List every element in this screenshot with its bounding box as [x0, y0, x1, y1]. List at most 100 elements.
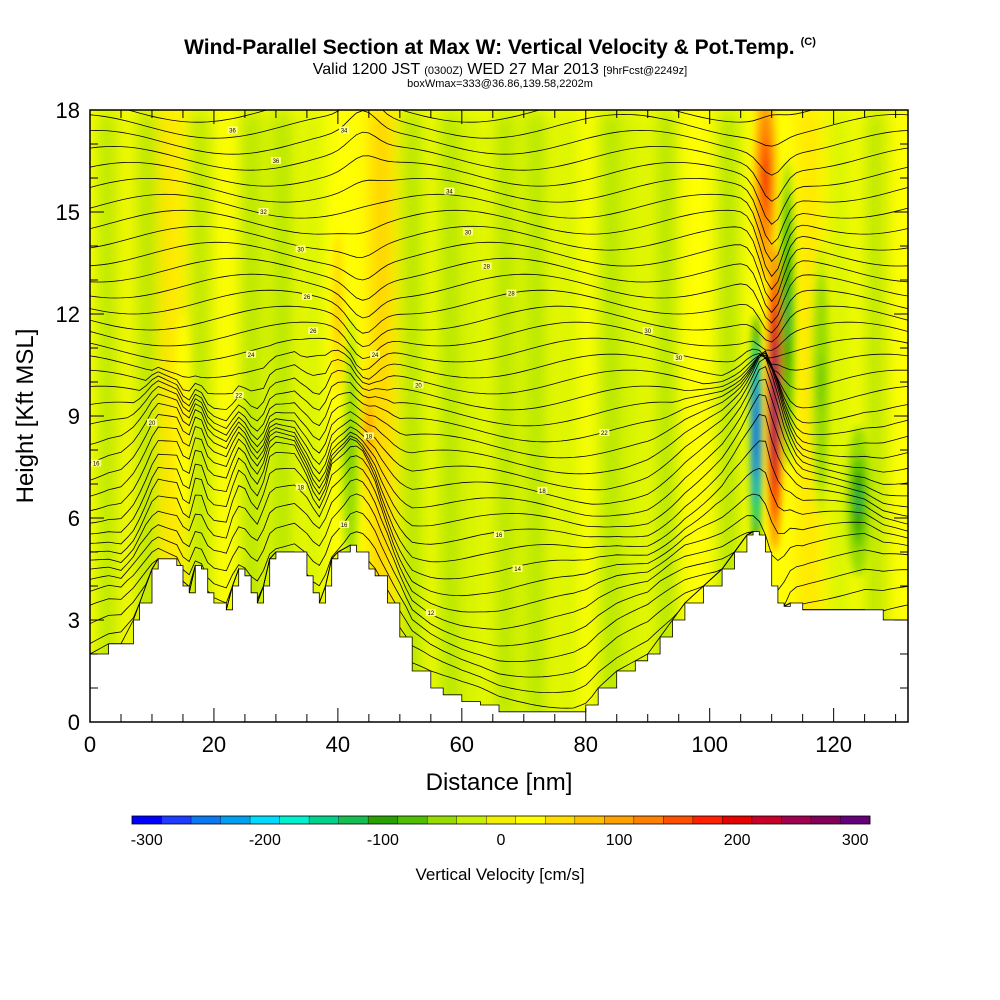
- contour-label-bg: [425, 609, 436, 617]
- theta-contour-line: [90, 209, 908, 278]
- theta-contour-line: [90, 465, 908, 597]
- forecast-info: [9hrFcst@2249z]: [603, 65, 688, 77]
- contour-label: 16: [496, 533, 503, 539]
- contour-label: 26: [304, 295, 311, 301]
- velocity-band: [829, 110, 850, 722]
- colorbar-swatch: [309, 816, 339, 824]
- downdraft-core: [348, 422, 353, 478]
- theta-contour-line: [90, 440, 908, 563]
- colorbar-tick-label: 100: [606, 832, 633, 849]
- contour-label: 28: [483, 264, 490, 270]
- terrain-mask: [90, 531, 908, 722]
- velocity-band: [303, 110, 324, 722]
- downdraft-core: [754, 409, 758, 457]
- colorbar-swatch: [486, 816, 517, 824]
- contour-label: 28: [508, 292, 515, 298]
- chart-title: Wind-Parallel Section at Max W: Vertical…: [0, 36, 1000, 60]
- colorbar-tick-label: 200: [724, 832, 751, 849]
- y-tick-label: 18: [56, 98, 80, 123]
- contour-label-bg: [642, 327, 653, 334]
- y-tick-label: 0: [68, 710, 80, 735]
- contour-label-bg: [506, 289, 517, 297]
- colorbar-tick-label: 0: [497, 832, 506, 849]
- valid-time: Valid 1200 JST: [312, 61, 420, 78]
- colorbar-tick-label: -100: [367, 832, 399, 849]
- theta-contour-line: [90, 257, 908, 314]
- colorbar-swatch: [191, 816, 221, 824]
- velocity-band: [439, 110, 460, 722]
- x-tick-label: 80: [574, 732, 598, 757]
- velocity-band: [402, 110, 423, 722]
- theta-contour-line: [90, 349, 908, 380]
- plot-field: 36 34 36 34 32 30 30 28 26 28 26 30 24 24 30 22 20 20 18 22…: [90, 110, 908, 722]
- theta-contour-line: [90, 241, 908, 303]
- contour-label-bg: [512, 565, 523, 572]
- contour-label-bg: [413, 381, 424, 389]
- updraft-core: [763, 157, 768, 199]
- colorbar-tick-label: -200: [249, 832, 281, 849]
- y-tick-label: 15: [56, 200, 80, 225]
- contour-label: 18: [297, 485, 304, 491]
- chart-subtitle: Valid 1200 JST (0300Z) WED 27 Mar 2013 […: [0, 61, 1000, 79]
- contour-label: 22: [235, 394, 242, 400]
- contour-label: 34: [341, 128, 348, 134]
- updraft-core: [336, 286, 340, 342]
- theta-contour-line: [90, 110, 908, 147]
- theta-contour-line: [90, 193, 908, 263]
- theta-contour-line: [90, 352, 908, 427]
- colorbar-frame: [131, 815, 871, 825]
- colorbar-swatch: [633, 816, 664, 824]
- contour-label: 30: [675, 356, 682, 362]
- theta-contour-line: [90, 357, 908, 491]
- contour-label-bg: [363, 432, 374, 440]
- colorbar-tick-label: 300: [842, 832, 869, 849]
- colorbar-tick-label: -300: [131, 832, 163, 849]
- velocity-band: [135, 110, 156, 722]
- colorbar-swatch: [810, 816, 841, 824]
- contour-label-bg: [295, 245, 306, 253]
- contour-label: 26: [310, 329, 317, 335]
- theta-contour-line: [90, 178, 908, 245]
- y-tick-label: 12: [56, 302, 80, 327]
- contour-label-bg: [481, 262, 492, 270]
- contour-label: 22: [601, 431, 608, 437]
- downdraft-core: [785, 283, 789, 345]
- contour-label: 12: [427, 611, 434, 617]
- downdraft-core: [819, 354, 824, 410]
- velocity-band: [656, 110, 677, 722]
- colorbar-swatch: [338, 816, 369, 824]
- contour-label-bg: [308, 327, 319, 334]
- theta-contour-line: [90, 455, 908, 580]
- velocity-band: [687, 110, 708, 722]
- valid-date: WED 27 Mar 2013: [467, 61, 599, 78]
- contour-label: 20: [415, 383, 422, 389]
- contour-label: 14: [514, 567, 521, 573]
- theta-contour-line: [90, 305, 908, 348]
- contour-label-bg: [444, 187, 455, 195]
- contour-label-bg: [599, 429, 610, 436]
- contour-label: 34: [446, 190, 453, 196]
- x-axis: 0 20 40 60 80 100 120: [84, 110, 897, 757]
- colorbar-swatch: [781, 816, 812, 824]
- colorbar-swatch: [574, 816, 605, 824]
- contour-label: 30: [644, 329, 651, 335]
- valid-utc: (0300Z): [424, 65, 463, 77]
- contour-label: 36: [273, 159, 280, 165]
- theta-contour-line: [90, 378, 908, 517]
- contour-label-bg: [673, 354, 684, 362]
- colorbar-swatch: [751, 816, 782, 824]
- updraft-core: [773, 368, 777, 430]
- x-axis-title: Distance [nm]: [426, 769, 573, 796]
- theta-contour-line: [90, 110, 908, 176]
- downdraft-core: [855, 486, 861, 516]
- velocity-cores: [175, 110, 871, 586]
- copyright-mark: (C): [800, 36, 816, 48]
- y-axis-title: Height [Kft MSL]: [12, 329, 39, 504]
- contour-label: 20: [149, 421, 156, 427]
- theta-contour-line: [90, 289, 908, 334]
- contour-label: 24: [372, 353, 379, 359]
- contour-label-bg: [301, 293, 312, 300]
- colorbar-swatch: [692, 816, 723, 824]
